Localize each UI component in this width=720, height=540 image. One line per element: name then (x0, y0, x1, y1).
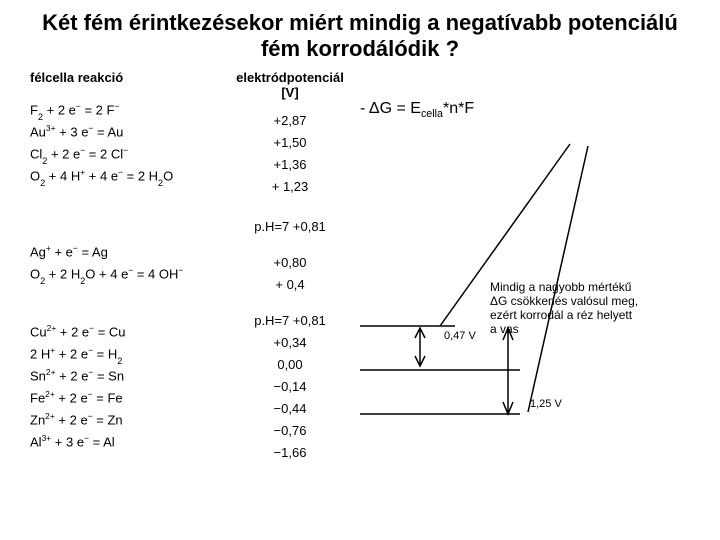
potential-value: −0,44 (220, 398, 360, 420)
arrows-svg (360, 70, 690, 500)
potential-value: +1,36 (220, 154, 360, 176)
reaction-column: félcella reakció F2 + 2 e− = 2 F−Au3+ + … (30, 70, 220, 464)
page-title: Két fém érintkezésekor miért mindig a ne… (0, 0, 720, 70)
reaction-row: Au3+ + 3 e− = Au (30, 117, 220, 139)
potential-value: 0,00 (220, 354, 360, 376)
potential-value: +1,50 (220, 132, 360, 154)
reaction-row: 2 H+ + 2 e− = H2 (30, 339, 220, 361)
reaction-row (30, 201, 220, 223)
potential-header: elektródpotenciál[V] (220, 70, 360, 100)
potential-value: + 1,23 (220, 176, 360, 198)
potential-value: + 0,4 (220, 274, 360, 296)
potential-value: +0,80 (220, 252, 360, 274)
reaction-row: Zn2+ + 2 e− = Zn (30, 405, 220, 427)
reaction-row: Cl2 + 2 e− = 2 Cl− (30, 139, 220, 161)
content-grid: félcella reakció F2 + 2 e− = 2 F−Au3+ + … (0, 70, 720, 464)
arrows-overlay: 0,47 V 1,25 V (360, 70, 690, 464)
potential-value: p.H=7 +0,81 (220, 310, 360, 332)
potential-value: −0,76 (220, 420, 360, 442)
voltage-label: 0,47 V (444, 330, 476, 342)
voltage-label: 1,25 V (530, 398, 562, 410)
potential-value: −0,14 (220, 376, 360, 398)
reaction-row: Cu2+ + 2 e− = Cu (30, 317, 220, 339)
reaction-row (30, 295, 220, 317)
potential-value: +0,34 (220, 332, 360, 354)
potential-value: p.H=7 +0,81 (220, 216, 360, 238)
reaction-row: Ag+ + e− = Ag (30, 237, 220, 259)
diagram-column: - ΔG = Ecella*n*F Mindig a nagyobb mérté… (360, 70, 690, 464)
potential-value: +2,87 (220, 110, 360, 132)
reaction-row: Sn2+ + 2 e− = Sn (30, 361, 220, 383)
reactions-header: félcella reakció (30, 70, 220, 85)
reaction-row: O2 + 4 H+ + 4 e− = 2 H2O (30, 161, 220, 183)
reaction-row: F2 + 2 e− = 2 F− (30, 95, 220, 117)
potential-value: −1,66 (220, 442, 360, 464)
potential-column: elektródpotenciál[V] +2,87+1,50+1,36+ 1,… (220, 70, 360, 464)
reaction-row: Al3+ + 3 e− = Al (30, 427, 220, 449)
reaction-row: O2 + 2 H2O + 4 e− = 4 OH− (30, 259, 220, 281)
reaction-row: Fe2+ + 2 e− = Fe (30, 383, 220, 405)
